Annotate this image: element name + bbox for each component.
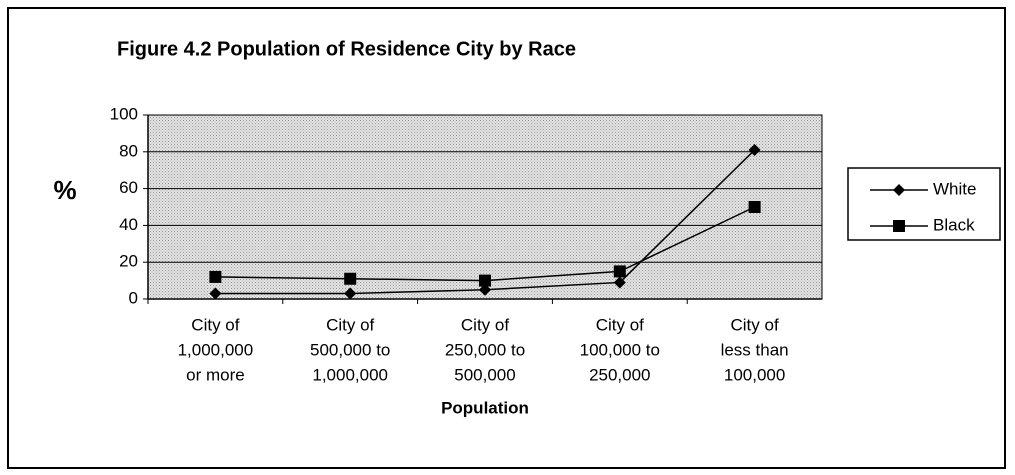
marker [479, 274, 491, 287]
marker [613, 276, 626, 289]
x-tick-label: City of [596, 315, 644, 334]
y-tick-label: 20 [119, 252, 138, 271]
x-axis-title: Population [441, 398, 529, 417]
x-tick-label: 250,000 to [445, 340, 525, 359]
y-tick-label: 40 [119, 215, 138, 234]
x-tick-label: 500,000 [454, 365, 515, 384]
x-tick-label: City of [461, 315, 509, 334]
x-tick-label: 500,000 to [310, 340, 390, 359]
marker [209, 287, 222, 300]
y-tick-label: 80 [119, 141, 138, 160]
x-tick-label: City of [326, 315, 374, 334]
x-tick-label: 100,000 [724, 365, 785, 384]
marker [344, 287, 357, 300]
marker [209, 270, 222, 283]
legend-label: White [933, 179, 976, 198]
marker [748, 143, 761, 156]
x-tick-label: or more [186, 365, 245, 384]
x-tick-label: 1,000,000 [178, 340, 254, 359]
legend-marker [893, 220, 905, 232]
y-tick-label: 0 [129, 288, 138, 307]
x-tick-label: City of [731, 315, 779, 334]
marker [748, 201, 761, 213]
x-tick-label: 100,000 to [580, 340, 660, 359]
marker [344, 272, 357, 285]
x-tick-label: 250,000 [589, 365, 650, 384]
y-tick-label: 60 [119, 178, 138, 197]
x-tick-label: less than [721, 340, 789, 359]
chart-title: Figure 4.2 Population of Residence City … [117, 38, 576, 60]
marker [613, 265, 626, 278]
plot-area [147, 114, 823, 300]
y-axis-title: % [53, 175, 76, 205]
legend-box [847, 167, 1001, 241]
legend-label: Black [933, 215, 975, 234]
y-tick-label: 100 [110, 104, 138, 123]
x-tick-label: 1,000,000 [312, 365, 388, 384]
marker [479, 283, 491, 296]
x-tick-label: City of [191, 315, 239, 334]
legend-marker [893, 184, 905, 196]
